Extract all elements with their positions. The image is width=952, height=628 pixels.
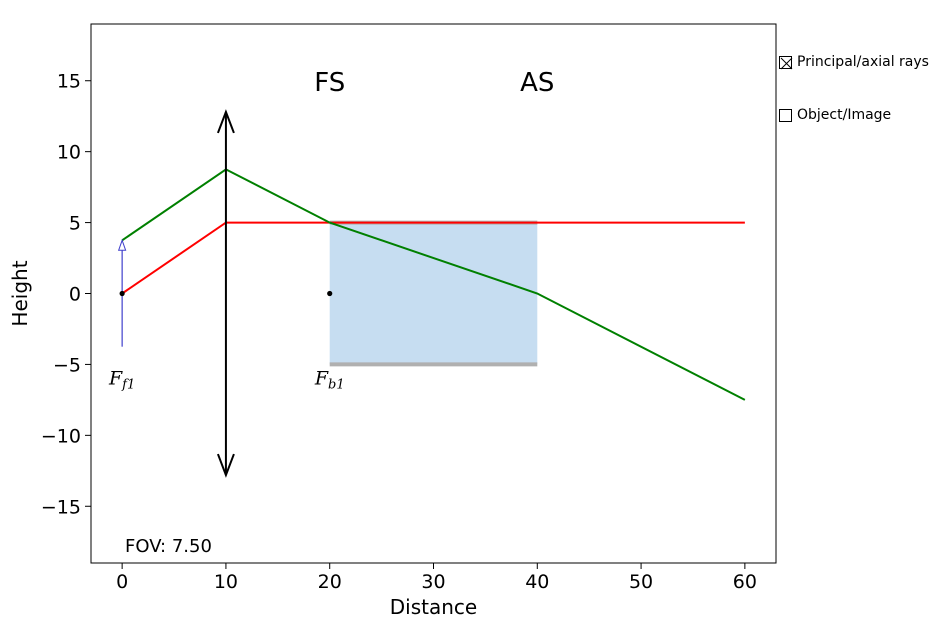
x-tick-label: 20 (318, 571, 342, 593)
focal-point-1 (119, 290, 125, 297)
x-axis-label: Distance (390, 595, 477, 619)
y-axis-label: Height (8, 260, 32, 326)
object-image-checkbox[interactable] (779, 108, 792, 122)
x-tick-label: 40 (525, 571, 549, 593)
y-tick-label: −10 (41, 425, 81, 447)
stop-region-fill (329, 222, 538, 365)
principal-rays-toggle[interactable]: Principal/axial rays (779, 52, 949, 72)
x-tick-label: 0 (116, 571, 128, 593)
y-tick-label: −5 (53, 354, 81, 376)
optics-layer (117, 109, 235, 478)
object-image-label: Object/Image (797, 107, 892, 123)
lens-bottom-arrowhead (216, 453, 235, 478)
y-tick-label: −15 (41, 496, 81, 518)
principal-rays-label: Principal/axial rays (797, 54, 929, 70)
y-tick-label: 5 (69, 213, 81, 235)
focal-point-label-2: Fb1 (314, 368, 345, 393)
stop-region-layer (329, 220, 538, 367)
x-tick-label: 10 (214, 571, 238, 593)
x-tick-label: 50 (629, 571, 653, 593)
x-tick-label: 30 (421, 571, 445, 593)
y-tick-label: 0 (69, 284, 81, 306)
object-arrowhead (117, 238, 127, 251)
focal-point-label-1: Ff1 (108, 368, 135, 393)
check-cross-icon (780, 57, 793, 69)
object-image-toggle[interactable]: Object/Image (779, 105, 949, 125)
x-tick-label: 60 (733, 571, 757, 593)
ray-controls: Principal/axial rays Object/Image (779, 52, 949, 158)
y-tick-label: 10 (57, 142, 81, 164)
focal-point-2 (327, 290, 333, 297)
y-tick-label: 15 (57, 71, 81, 93)
principal-rays-checkbox[interactable] (779, 55, 793, 69)
annotations-layer: Ff1 Fb1 FS AS FOV: 7.50 (108, 68, 554, 557)
principal-ray-line (121, 168, 746, 401)
fov-readout: FOV: 7.50 (125, 536, 212, 557)
lens-top-arrowhead (216, 109, 235, 134)
region-label-as: AS (520, 68, 554, 98)
region-label-fs: FS (314, 68, 345, 98)
